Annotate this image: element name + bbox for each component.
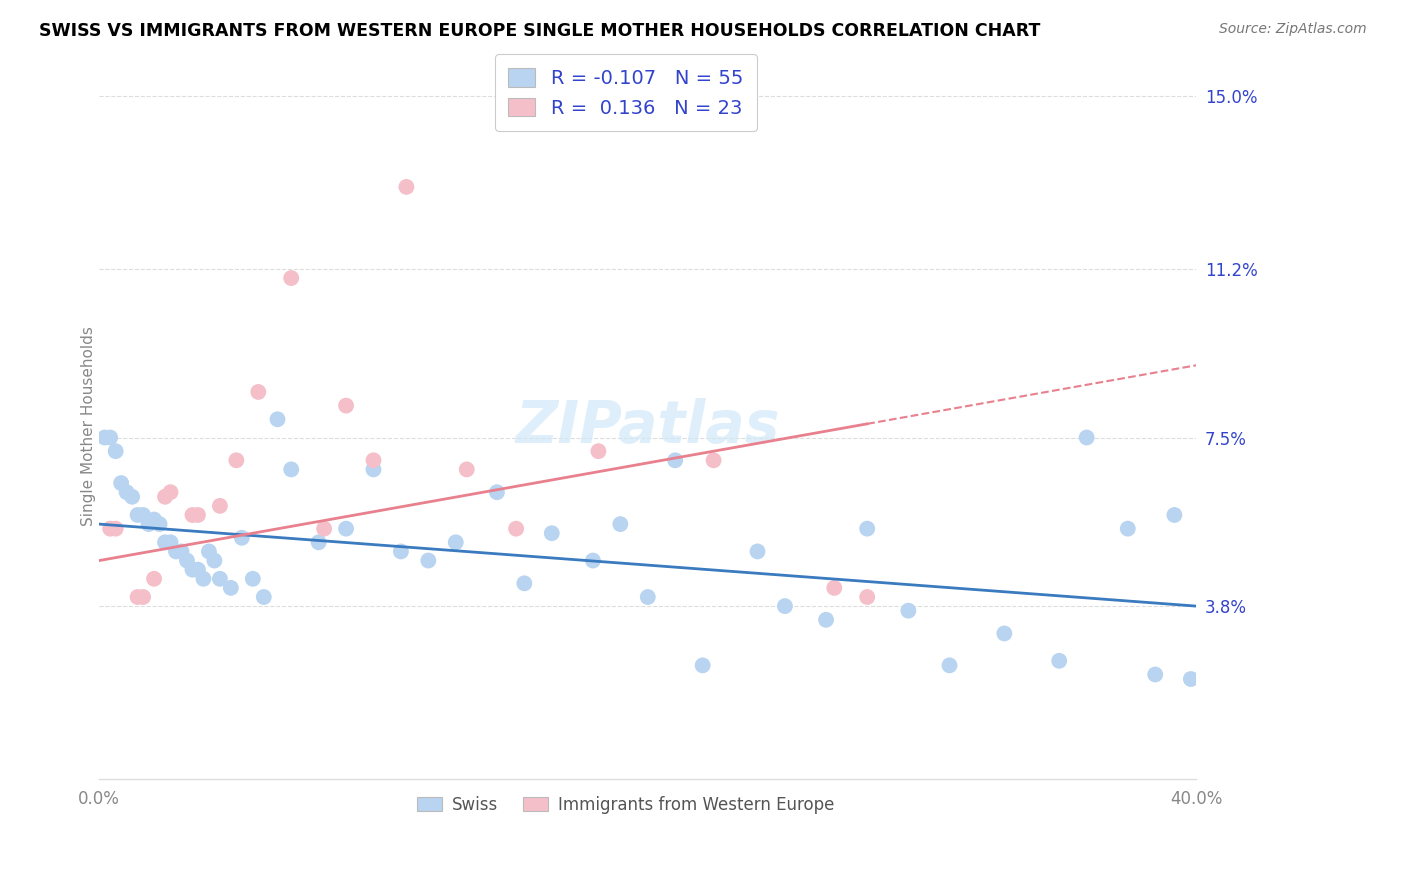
Point	[127, 590, 149, 604]
Point	[187, 508, 209, 522]
Point	[219, 581, 242, 595]
Point	[335, 522, 357, 536]
Point	[132, 508, 155, 522]
Point	[121, 490, 143, 504]
Point	[747, 544, 769, 558]
Point	[280, 462, 302, 476]
Point	[153, 535, 176, 549]
Point	[582, 553, 605, 567]
Point	[609, 517, 631, 532]
Point	[104, 444, 127, 458]
Point	[815, 613, 838, 627]
Point	[1180, 672, 1202, 686]
Point	[395, 180, 418, 194]
Point	[897, 604, 920, 618]
Point	[363, 453, 385, 467]
Point	[637, 590, 659, 604]
Text: ZIPatlas: ZIPatlas	[516, 398, 780, 455]
Point	[505, 522, 527, 536]
Point	[485, 485, 508, 500]
Point	[363, 462, 385, 476]
Point	[242, 572, 264, 586]
Point	[856, 522, 879, 536]
Point	[1144, 667, 1167, 681]
Point	[132, 590, 155, 604]
Point	[938, 658, 960, 673]
Point	[208, 499, 231, 513]
Point	[143, 572, 166, 586]
Point	[110, 476, 132, 491]
Point	[703, 453, 725, 467]
Point	[389, 544, 412, 558]
Point	[193, 572, 215, 586]
Point	[231, 531, 253, 545]
Point	[418, 553, 440, 567]
Point	[170, 544, 193, 558]
Point	[159, 535, 181, 549]
Point	[187, 563, 209, 577]
Point	[856, 590, 879, 604]
Point	[98, 430, 121, 444]
Point	[143, 512, 166, 526]
Point	[159, 485, 181, 500]
Point	[115, 485, 138, 500]
Point	[664, 453, 686, 467]
Point	[153, 490, 176, 504]
Point	[208, 572, 231, 586]
Point	[456, 462, 478, 476]
Point	[823, 581, 845, 595]
Text: SWISS VS IMMIGRANTS FROM WESTERN EUROPE SINGLE MOTHER HOUSEHOLDS CORRELATION CHA: SWISS VS IMMIGRANTS FROM WESTERN EUROPE …	[39, 22, 1040, 40]
Point	[148, 517, 170, 532]
Point	[773, 599, 796, 614]
Point	[1163, 508, 1185, 522]
Point	[692, 658, 714, 673]
Point	[198, 544, 221, 558]
Point	[225, 453, 247, 467]
Point	[98, 522, 121, 536]
Point	[335, 399, 357, 413]
Point	[104, 522, 127, 536]
Point	[1116, 522, 1139, 536]
Point	[1076, 430, 1098, 444]
Point	[266, 412, 288, 426]
Point	[314, 522, 336, 536]
Point	[176, 553, 198, 567]
Point	[93, 430, 115, 444]
Point	[444, 535, 467, 549]
Text: Source: ZipAtlas.com: Source: ZipAtlas.com	[1219, 22, 1367, 37]
Point	[308, 535, 330, 549]
Point	[247, 384, 270, 399]
Point	[181, 563, 204, 577]
Point	[253, 590, 276, 604]
Point	[1047, 654, 1070, 668]
Point	[540, 526, 562, 541]
Point	[138, 517, 160, 532]
Point	[202, 553, 225, 567]
Point	[513, 576, 536, 591]
Point	[181, 508, 204, 522]
Legend: Swiss, Immigrants from Western Europe: Swiss, Immigrants from Western Europe	[411, 789, 841, 821]
Point	[127, 508, 149, 522]
Point	[280, 271, 302, 285]
Point	[165, 544, 187, 558]
Point	[993, 626, 1015, 640]
Y-axis label: Single Mother Households: Single Mother Households	[80, 326, 96, 526]
Point	[588, 444, 610, 458]
